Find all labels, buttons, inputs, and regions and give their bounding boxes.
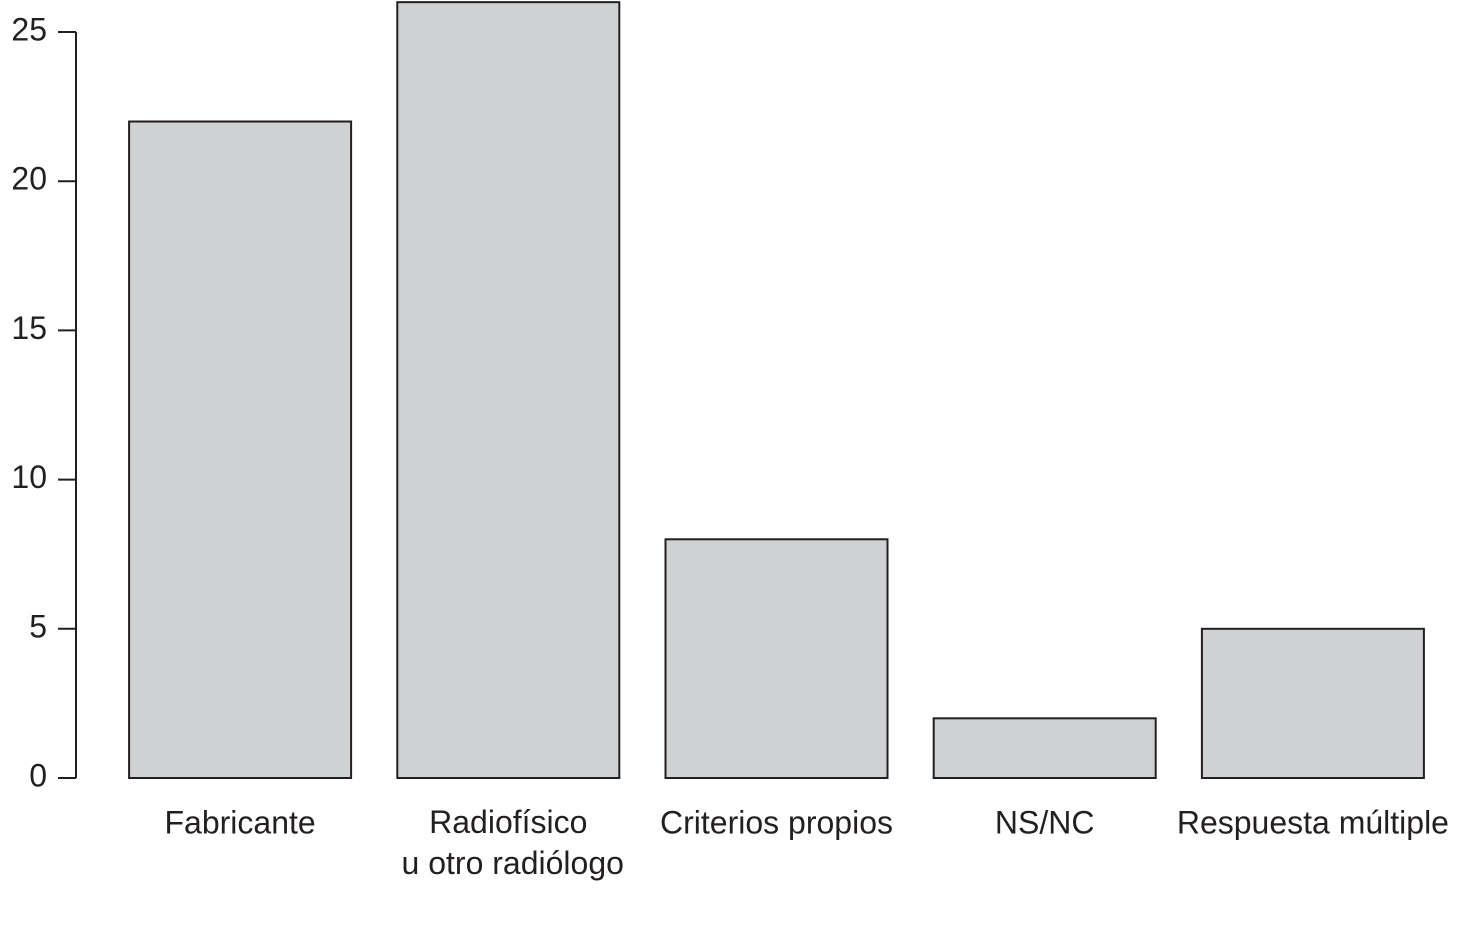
y-tick-label: 25 [11, 11, 47, 47]
x-tick-label: Fabricante [165, 804, 316, 840]
x-tick-label: Respuesta múltiple [1177, 804, 1449, 840]
y-tick-label: 5 [29, 608, 47, 644]
bar [128, 120, 353, 779]
bar [1200, 627, 1425, 779]
bar [932, 717, 1157, 780]
y-tick-label: 15 [11, 310, 47, 346]
bar [664, 538, 889, 780]
bar [396, 1, 621, 780]
x-tick-label: Criterios propios [660, 804, 893, 840]
y-tick-label: 0 [29, 757, 47, 793]
x-tick-label: NS/NC [995, 804, 1095, 840]
x-tick-label: Radiofísico u otro radiólogo [393, 804, 624, 881]
y-tick-label: 10 [11, 459, 47, 495]
y-tick-label: 20 [11, 161, 47, 197]
